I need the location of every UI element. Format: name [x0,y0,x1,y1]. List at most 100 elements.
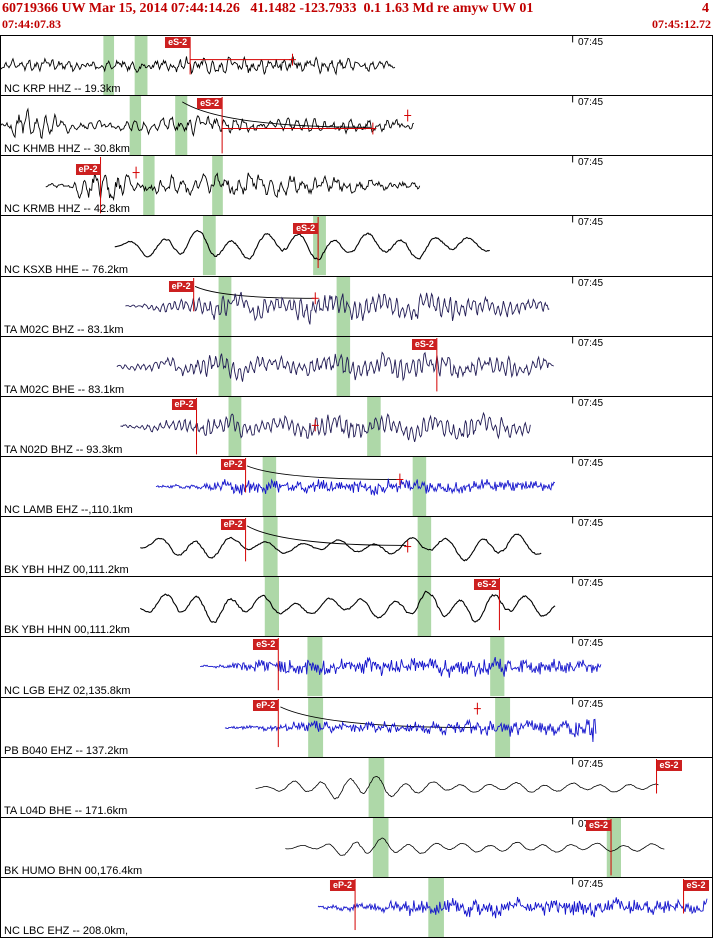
phase-pick-flag[interactable]: eP-2 [253,699,279,711]
predicted-arrival-band [336,336,351,396]
time-tick-label: 07:45 [578,37,604,48]
waveform-panel[interactable]: eP-2 eS-2 07:45 NC LBC EHZ -- 208.0km, [1,877,712,938]
waveform-panel[interactable]: eS-2 07:45 BK YBH HHN 00,111.2km [1,577,712,638]
predicted-arrival-band [307,637,323,697]
waveform-canvas [1,36,574,96]
predicted-arrival-band [417,577,432,637]
waveform-panel[interactable]: eP-2 07:45 NC LAMB EHZ --,110.1km [1,456,712,518]
station-label: NC LBC EHZ -- 208.0km, [4,925,129,938]
waveform-trace [285,837,665,856]
phase-pick-flag[interactable]: eS-2 [165,37,191,48]
waveform-panel[interactable]: eS-2 07:45 NC KSXB HHE -- 76.2km [1,216,712,277]
waveform-trace [199,656,602,679]
waveform-canvas [140,517,574,577]
waveform-trace [224,718,597,742]
predicted-arrival-band [490,637,505,697]
predicted-arrival-band [606,817,621,877]
waveform-canvas [139,577,574,637]
window-end-time: 07:45:12.72 [652,17,711,31]
waveform-panel[interactable]: eS-2 07:45 NC KHMB HHZ -- 30.8km [1,96,712,157]
event-header: 60719366 UW Mar 15, 2014 07:44:14.26 41.… [0,0,713,35]
waveform-trace [120,411,531,442]
station-label: PB B040 EHZ -- 137.2km [4,744,129,757]
time-tick-label: 07:45 [578,698,604,710]
waveform-trace [140,533,542,562]
predicted-arrival-band [263,517,278,577]
time-tick-label: 07:45 [578,878,604,890]
phase-pick-flag[interactable]: eS-2 [253,639,279,651]
phase-pick-flag[interactable]: eS-2 [586,819,612,831]
station-label: TA L04D BHE -- 171.6km [4,804,128,817]
waveform-panel[interactable]: eP-2 07:45 PB B040 EHZ -- 137.2km [1,697,712,758]
waveform-trace [1,107,415,140]
phase-pick-flag[interactable]: eS-2 [474,579,500,591]
phase-pick-flag[interactable]: eS-2 [197,98,223,110]
time-tick-label: 07:45 [578,217,604,229]
event-summary-right: 4 [702,1,709,16]
predicted-arrival-band [202,216,216,276]
waveform-canvas [1,96,574,156]
waveform-canvas [199,637,602,697]
phase-pick-flag[interactable]: eS-2 [293,223,319,235]
phase-pick-flag[interactable]: eP-2 [220,519,246,531]
phase-pick-flag[interactable]: eS-2 [411,338,437,350]
phase-pick-flag[interactable]: eS-2 [656,759,682,771]
station-label: NC LGB EHZ 02,135.8km [4,684,131,697]
waveform-panel[interactable]: eS-2 07:45 TA L04D BHE -- 171.6km [1,757,712,818]
phase-pick-flag[interactable]: eP-2 [330,879,356,891]
station-label: NC KRMB HHZ -- 42.8km [4,203,130,216]
time-tick-label: 07:45 [578,157,604,169]
coda-decay-curve [280,706,476,728]
predicted-arrival-band [495,697,511,757]
predicted-arrival-band [336,276,351,336]
waveform-panel[interactable]: eS-2 07:45 TA M02C BHE -- 83.1km [1,336,712,397]
predicted-arrival-band [368,757,385,817]
station-label: BK YBH HHZ 00,111.2km [4,564,129,577]
waveform-trace [255,775,659,799]
waveform-canvas [116,336,574,396]
predicted-arrival-band [372,817,389,877]
waveform-panel[interactable]: eP-2 07:45 TA M02C BHZ -- 83.1km [1,276,712,337]
waveform-canvas [255,757,659,817]
station-label: NC KHMB HHZ -- 30.8km [4,143,130,156]
predicted-arrival-band [262,456,277,517]
phase-pick-flag[interactable]: eP-2 [220,458,246,470]
predicted-arrival-band [228,396,242,456]
waveform-panel[interactable]: eP-2 07:45 BK YBH HHZ 00,111.2km [1,517,712,578]
waveform-panel[interactable]: eP-2 07:45 NC KRMB HHZ -- 42.8km [1,156,712,217]
phase-pick-flag[interactable]: eS-2 [683,879,709,891]
phase-pick-flag[interactable]: eP-2 [171,398,197,410]
station-label: BK YBH HHN 00,111.2km [4,624,130,637]
predicted-arrival-band [417,517,432,577]
waveform-panel[interactable]: eS-2 07:45 NC KRP HHZ -- 19.3km [1,36,712,97]
waveform-panel[interactable]: eS-2 07:45 NC LGB EHZ 02,135.8km [1,637,712,698]
waveform-canvas [155,456,574,517]
time-tick-label: 07:45 [578,397,604,409]
waveform-panel[interactable]: eP-2 07:45 TA N02D BHZ -- 93.3km [1,396,712,457]
phase-pick-flag[interactable]: eP-2 [168,280,194,292]
time-tick-label: 07:45 [578,578,604,590]
window-start-time: 07:44:07.83 [2,17,61,31]
waveform-trace [125,291,550,325]
time-tick-label: 07:45 [578,758,604,770]
waveform-trace [317,896,708,919]
predicted-arrival-band [129,96,142,156]
waveform-canvas [125,276,574,336]
predicted-arrival-band [212,156,223,216]
waveform-trace [116,351,554,382]
time-tick-label: 07:45 [578,518,604,530]
waveform-canvas [45,156,574,216]
time-tick-label: 07:45 [578,337,604,349]
station-label: NC LAMB EHZ --,110.1km [4,504,133,517]
predicted-arrival-band [143,156,155,216]
station-label: TA M02C BHE -- 83.1km [4,383,125,396]
waveform-trace [1,55,396,76]
station-label: TA M02C BHZ -- 83.1km [4,323,124,336]
predicted-arrival-band [103,36,115,96]
waveform-trace [45,172,421,202]
coda-decay-curve [246,465,400,480]
waveform-trace [139,590,556,624]
phase-pick-flag[interactable]: eP-2 [75,164,101,176]
